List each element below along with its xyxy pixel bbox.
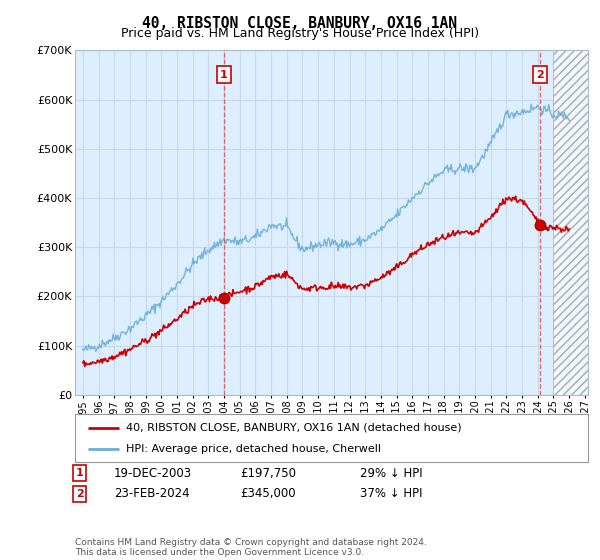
Text: 19-DEC-2003: 19-DEC-2003 xyxy=(114,466,192,480)
Text: 23-FEB-2024: 23-FEB-2024 xyxy=(114,487,190,501)
Text: Contains HM Land Registry data © Crown copyright and database right 2024.
This d: Contains HM Land Registry data © Crown c… xyxy=(75,538,427,557)
Text: Price paid vs. HM Land Registry's House Price Index (HPI): Price paid vs. HM Land Registry's House … xyxy=(121,27,479,40)
Text: 1: 1 xyxy=(220,69,228,80)
Text: 37% ↓ HPI: 37% ↓ HPI xyxy=(360,487,422,501)
Text: 40, RIBSTON CLOSE, BANBURY, OX16 1AN (detached house): 40, RIBSTON CLOSE, BANBURY, OX16 1AN (de… xyxy=(127,423,462,433)
Text: 2: 2 xyxy=(536,69,544,80)
Text: HPI: Average price, detached house, Cherwell: HPI: Average price, detached house, Cher… xyxy=(127,444,382,454)
Text: 2: 2 xyxy=(76,489,83,499)
Text: £345,000: £345,000 xyxy=(240,487,296,501)
Text: 1: 1 xyxy=(76,468,83,478)
Text: 40, RIBSTON CLOSE, BANBURY, OX16 1AN: 40, RIBSTON CLOSE, BANBURY, OX16 1AN xyxy=(143,16,458,31)
Text: £197,750: £197,750 xyxy=(240,466,296,480)
Bar xyxy=(553,50,588,395)
Text: 29% ↓ HPI: 29% ↓ HPI xyxy=(360,466,422,480)
Bar xyxy=(553,50,588,395)
